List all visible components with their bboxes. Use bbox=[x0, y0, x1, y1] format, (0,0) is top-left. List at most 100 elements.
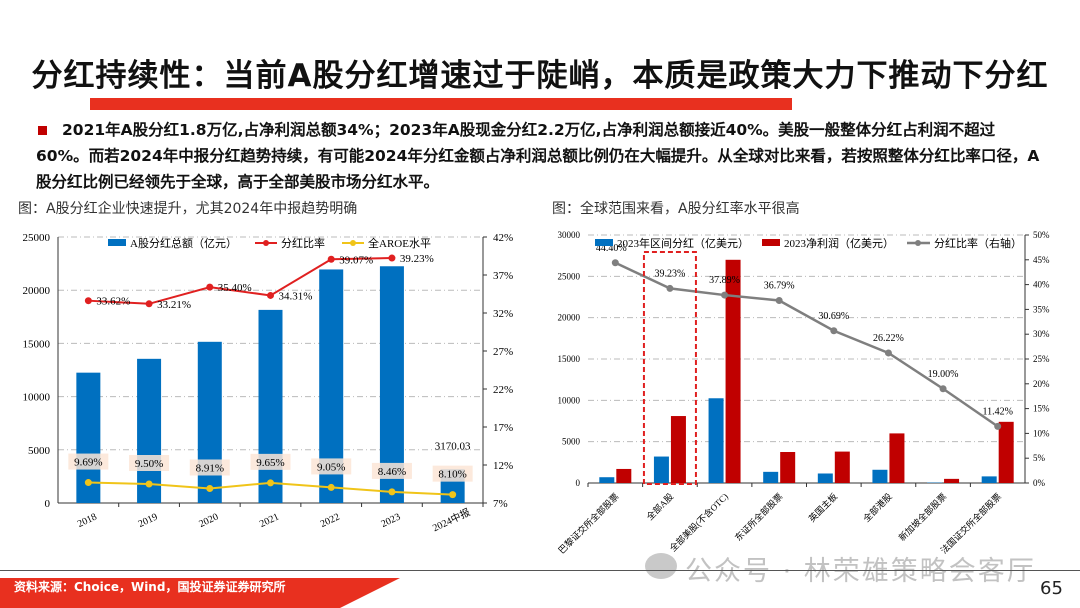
roe-label: 8.10% bbox=[438, 469, 466, 481]
legend-swatch-net-profit bbox=[762, 239, 780, 246]
x-tick-label: 全部A股 bbox=[644, 491, 675, 522]
legend-marker bbox=[263, 240, 269, 246]
payout-ratio-label: 37.89% bbox=[709, 275, 740, 286]
wechat-icon bbox=[645, 553, 677, 579]
roe-label-box bbox=[68, 453, 109, 470]
y-left-tick-label: 20000 bbox=[558, 313, 581, 323]
payout-ratio-line bbox=[614, 261, 999, 428]
bar-net-profit bbox=[944, 478, 960, 483]
x-tick-label: 全部美股(不含OTC) bbox=[667, 491, 730, 554]
payout-ratio-label: 35.40% bbox=[218, 282, 252, 294]
bar-dividend bbox=[872, 469, 888, 483]
bar-net-profit bbox=[725, 259, 741, 483]
payout-ratio-label: 34.31% bbox=[279, 290, 313, 302]
legend-label: 全AROE水平 bbox=[368, 236, 431, 250]
y-right-tick-label: 45% bbox=[1033, 255, 1050, 265]
page-title: 分红持续性：当前A股分红增速过于陡峭，本质是政策大力下推动下分红 bbox=[31, 58, 1049, 94]
dividend-trend-chart: 0 5000 10000 15000 20000 25000 7% 12% 17% 22% 27% 3… bbox=[23, 232, 514, 534]
payout-ratio-point bbox=[939, 385, 947, 393]
roe-label: 9.69% bbox=[74, 457, 102, 469]
payout-ratio-label: 11.42% bbox=[982, 406, 1012, 417]
y-left-tick-label: 15000 bbox=[23, 338, 51, 350]
legend-label: 分红比率（右轴） bbox=[934, 236, 1022, 250]
bar-dividend bbox=[981, 476, 997, 483]
roe-label: 9.65% bbox=[256, 457, 284, 469]
y-right-tick-label: 20% bbox=[1033, 379, 1050, 389]
roe-point bbox=[145, 480, 153, 488]
payout-ratio-point bbox=[994, 422, 1002, 430]
roe-label: 9.50% bbox=[135, 458, 163, 470]
global-dividend-chart: 0 5000 10000 15000 20000 25000 30000 0% 5% 10% 15%… bbox=[556, 230, 1050, 556]
x-tick-label: 2021 bbox=[258, 512, 281, 530]
payout-ratio-point bbox=[775, 297, 783, 305]
y-right-tick-label: 35% bbox=[1033, 304, 1050, 314]
bar-net-profit bbox=[889, 433, 905, 483]
y-left-tick-label: 30000 bbox=[558, 230, 581, 240]
x-tick-label: 巴黎证交所全部股票 bbox=[556, 491, 621, 556]
payout-ratio-point bbox=[267, 291, 274, 299]
y-right-tick-label: 40% bbox=[1033, 280, 1050, 290]
payout-ratio-label: 33.21% bbox=[157, 299, 191, 311]
y-left-tick-label: 5000 bbox=[28, 445, 51, 457]
source-note: 资料来源：Choice，Wind，国投证券证券研究所 bbox=[14, 580, 286, 594]
roe-label: 9.05% bbox=[317, 461, 345, 473]
payout-ratio-label: 39.23% bbox=[655, 268, 686, 279]
y-right-tick-label: 0% bbox=[1033, 478, 1046, 488]
watermark: 公众号 · 林荣雄策略会客厅 bbox=[685, 556, 1036, 587]
legend-label: 分红比率 bbox=[281, 236, 325, 250]
payout-ratio-point bbox=[884, 349, 892, 357]
x-tick-label: 2022 bbox=[319, 512, 342, 530]
roe-label: 8.91% bbox=[196, 462, 224, 474]
roe-point bbox=[449, 491, 457, 499]
payout-ratio-point bbox=[666, 284, 674, 292]
bar-dividend-total bbox=[137, 358, 162, 503]
payout-ratio-point bbox=[84, 297, 92, 305]
y-right-tick-label: 12% bbox=[493, 460, 513, 472]
roe-label-box bbox=[311, 458, 352, 475]
bar-dividend bbox=[708, 398, 724, 483]
roe-point bbox=[388, 488, 396, 496]
y-right-tick-label: 22% bbox=[493, 384, 513, 396]
x-tick-label: 2023 bbox=[379, 512, 402, 530]
payout-ratio-point bbox=[721, 291, 729, 299]
bar-net-profit bbox=[670, 416, 686, 483]
y-right-tick-label: 42% bbox=[493, 232, 513, 244]
roe-label-box bbox=[129, 455, 170, 471]
y-right-tick-label: 32% bbox=[493, 308, 513, 320]
right-chart-caption: 图：全球范围来看，A股分红率水平很高 bbox=[552, 201, 800, 217]
roe-label: 8.46% bbox=[378, 466, 406, 478]
payout-ratio-label: 33.62% bbox=[96, 296, 130, 308]
legend-label: 2023净利润（亿美元） bbox=[784, 236, 894, 250]
y-right-tick-label: 37% bbox=[493, 270, 513, 282]
y-left-tick-label: 5000 bbox=[562, 437, 581, 447]
x-tick-label: 全部港股 bbox=[861, 491, 894, 524]
bar-dividend-total bbox=[258, 309, 283, 503]
payout-ratio-label: 44.40% bbox=[596, 243, 627, 254]
x-tick-label: 2024中报 bbox=[430, 505, 472, 534]
y-left-tick-label: 15000 bbox=[558, 354, 581, 364]
roe-label-box bbox=[189, 459, 230, 476]
x-tick-label: 2020 bbox=[197, 512, 220, 530]
bar-dividend bbox=[599, 477, 615, 483]
footer-accent bbox=[0, 578, 400, 608]
y-right-tick-label: 50% bbox=[1033, 230, 1050, 240]
highlight-box-a-shares bbox=[642, 251, 697, 485]
bar-net-profit bbox=[780, 452, 796, 483]
bullet-icon bbox=[38, 126, 47, 135]
y-left-tick-label: 25000 bbox=[23, 232, 51, 244]
bar-dividend bbox=[763, 471, 779, 483]
payout-ratio-label: 39.07% bbox=[339, 254, 373, 266]
bar-dividend bbox=[817, 473, 833, 483]
payout-ratio-label: 26.22% bbox=[873, 333, 904, 344]
payout-ratio-point bbox=[830, 327, 838, 335]
page-number: 65 bbox=[1040, 578, 1063, 599]
roe-point bbox=[206, 484, 214, 492]
x-tick-label: 英国主板 bbox=[806, 491, 839, 524]
y-right-tick-label: 10% bbox=[1033, 428, 1050, 438]
legend-marker bbox=[915, 240, 921, 246]
x-tick-label: 2019 bbox=[137, 512, 160, 530]
roe-label-box bbox=[432, 465, 473, 482]
legend-label: 2023年区间分红（亿美元） bbox=[617, 236, 749, 250]
payout-ratio-label: 19.00% bbox=[928, 369, 959, 380]
roe-point bbox=[84, 479, 92, 487]
